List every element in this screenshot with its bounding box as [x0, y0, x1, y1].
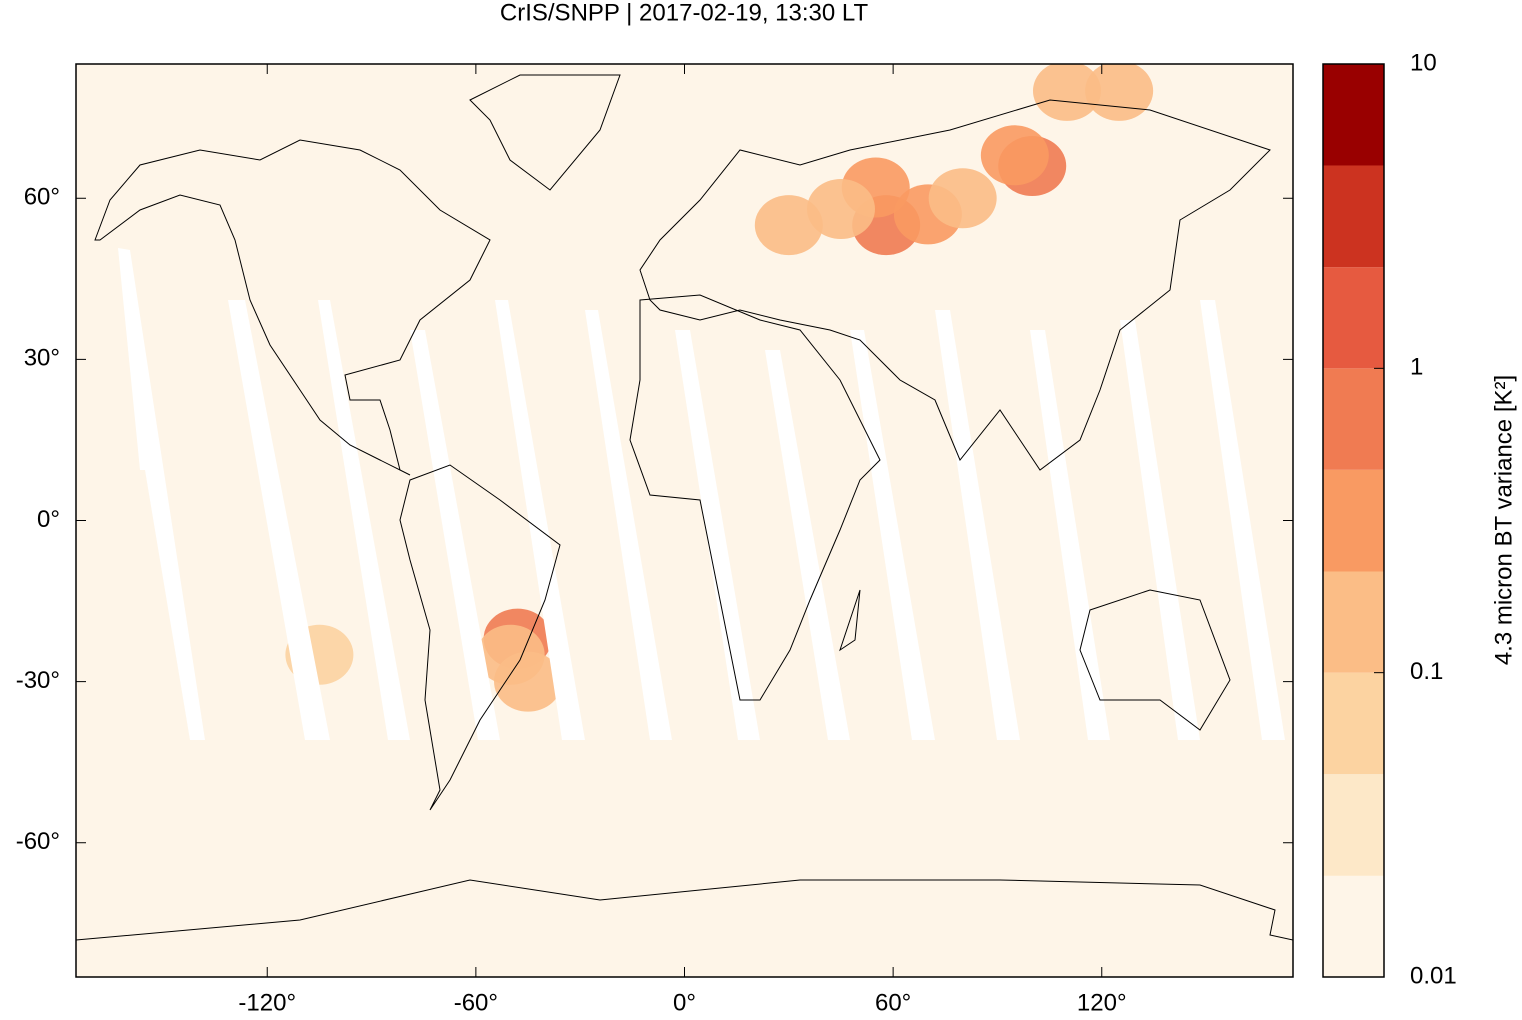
swath-gap — [1120, 320, 1200, 740]
y-tick-label: 60° — [24, 184, 60, 211]
variance-patch — [494, 651, 563, 712]
variance-patch — [1085, 64, 1154, 121]
coastline — [839, 589, 861, 652]
coastline — [76, 879, 1293, 941]
x-tick-label: -60° — [454, 989, 498, 1016]
y-tick-label: 0° — [37, 506, 60, 533]
colorbar-band — [1323, 774, 1384, 876]
coastline — [1079, 589, 1231, 731]
swath-gap — [935, 310, 1020, 740]
colorbar-tick-label: 1 — [1410, 354, 1423, 381]
colorbar-tick-label: 0.1 — [1410, 658, 1443, 685]
variance-patch — [1032, 64, 1101, 121]
swath-gap — [118, 248, 205, 740]
coastline — [639, 99, 1271, 471]
coastline — [399, 464, 561, 811]
swath-gap — [318, 300, 410, 740]
colorbar-band — [1323, 672, 1384, 775]
colorbar-tick-label: 10 — [1410, 49, 1437, 76]
colorbar-band — [1323, 165, 1384, 268]
colorbar-band — [1323, 469, 1384, 572]
swath-gap — [410, 330, 500, 740]
colorbar-frame — [1322, 63, 1385, 978]
y-tick-label: -60° — [16, 828, 60, 855]
swath-gap — [675, 330, 760, 740]
colorbar-band — [1323, 368, 1384, 470]
colorbar-band — [1323, 64, 1384, 166]
coastline — [469, 74, 621, 191]
swath-gap — [1030, 330, 1110, 740]
swath-gap — [228, 300, 330, 740]
colorbar-label: 4.3 micron BT variance [K²] — [1490, 375, 1517, 665]
variance-patch — [980, 125, 1049, 186]
coastline — [94, 139, 491, 476]
x-tick-label: 0° — [673, 989, 696, 1016]
variance-patch — [754, 195, 823, 256]
x-tick-label: 60° — [875, 989, 911, 1016]
variance-patch — [806, 179, 875, 240]
coastline — [629, 294, 881, 701]
colorbar-tick-label: 0.01 — [1410, 962, 1457, 989]
swath-gap — [495, 300, 585, 740]
x-tick-label: 120° — [1077, 989, 1127, 1016]
variance-patch — [928, 168, 997, 229]
swath-gaps — [118, 248, 1285, 740]
swath-gap — [765, 350, 850, 740]
y-tick-label: -30° — [16, 667, 60, 694]
colorbar-band — [1323, 875, 1384, 977]
y-tick-label: 30° — [24, 345, 60, 372]
swath-gap — [1200, 300, 1285, 740]
chart-title: CrIS/SNPP | 2017-02-19, 13:30 LT — [500, 0, 869, 26]
colorbar — [1323, 63, 1384, 978]
swath-gap — [585, 310, 672, 740]
coastlines — [76, 74, 1293, 941]
colorbar-band — [1323, 267, 1384, 369]
colorbar-band — [1323, 571, 1384, 673]
plot-background — [76, 64, 1293, 977]
swath-gap — [850, 330, 935, 740]
x-tick-label: -120° — [238, 989, 296, 1016]
